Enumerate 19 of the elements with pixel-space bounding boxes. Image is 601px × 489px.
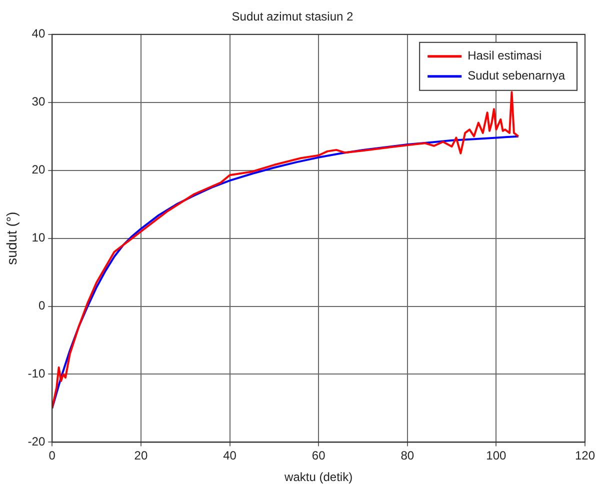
x-tick-label: 40 <box>223 448 237 463</box>
y-tick-label: 10 <box>32 230 46 245</box>
legend-label: Sudut sebenarnya <box>468 68 566 83</box>
y-axis-title: sudut (°) <box>3 212 20 265</box>
x-tick-label: 80 <box>400 448 414 463</box>
x-tick-label: 120 <box>574 448 596 463</box>
chart-title: Sudut azimut stasiun 2 <box>232 10 354 24</box>
y-tick-label: 30 <box>32 94 46 109</box>
x-tick-label: 20 <box>134 448 148 463</box>
y-tick-label: 40 <box>32 26 46 41</box>
x-axis-title: waktu (detik) <box>284 470 353 484</box>
x-tick-label: 0 <box>48 448 56 463</box>
x-tick-label: 100 <box>486 448 507 463</box>
y-tick-label: -10 <box>28 366 46 381</box>
y-tick-label: 0 <box>38 298 46 313</box>
x-tick-label: 60 <box>312 448 326 463</box>
y-tick-label: -20 <box>28 434 46 449</box>
legend-label: Hasil estimasi <box>468 48 542 63</box>
y-tick-label: 20 <box>32 162 46 177</box>
